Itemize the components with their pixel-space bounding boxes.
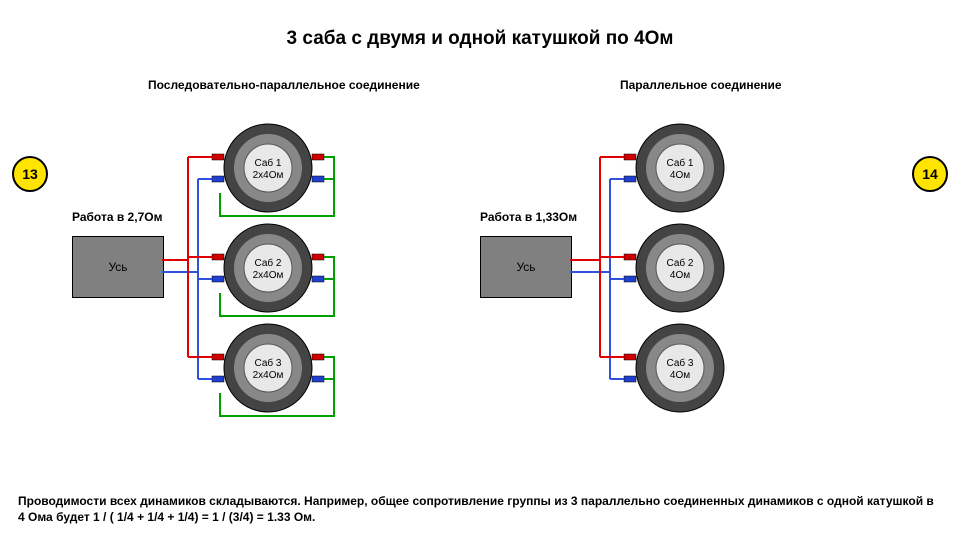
svg-text:Саб 2: Саб 2: [255, 257, 282, 269]
wiring-diagram: Саб 12х4ОмСаб 22х4ОмСаб 32х4ОмСаб 14ОмСа…: [0, 0, 960, 555]
footer-text: Проводимости всех динамиков складываются…: [18, 493, 942, 525]
svg-text:Саб 2: Саб 2: [667, 257, 694, 269]
svg-text:2х4Ом: 2х4Ом: [253, 270, 284, 281]
svg-text:Саб 3: Саб 3: [255, 357, 282, 369]
svg-text:Саб 1: Саб 1: [667, 157, 694, 169]
svg-text:Саб 3: Саб 3: [667, 357, 694, 369]
svg-text:4Ом: 4Ом: [670, 170, 690, 181]
svg-text:Саб 1: Саб 1: [255, 157, 282, 169]
svg-text:2х4Ом: 2х4Ом: [253, 170, 284, 181]
svg-text:2х4Ом: 2х4Ом: [253, 370, 284, 381]
svg-text:4Ом: 4Ом: [670, 370, 690, 381]
svg-text:4Ом: 4Ом: [670, 270, 690, 281]
